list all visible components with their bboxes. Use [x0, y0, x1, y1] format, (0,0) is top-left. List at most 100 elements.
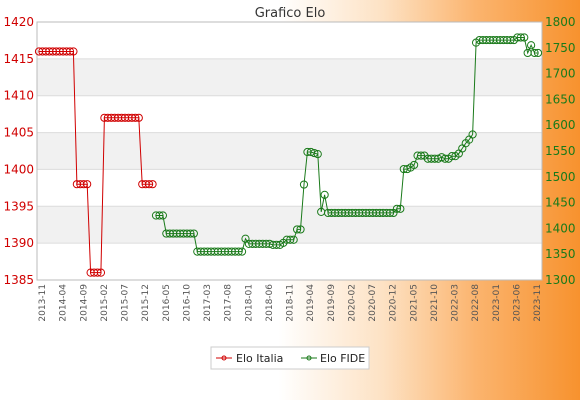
x-tick-label: 2016-10: [182, 284, 192, 322]
left-tick-label: 1400: [3, 162, 34, 176]
data-point: [65, 47, 75, 56]
data-point: [69, 47, 78, 56]
data-point: [530, 48, 539, 58]
data-point: [520, 33, 529, 42]
x-tick-label: 2019-04: [306, 284, 316, 322]
x-tick-label: 2019-09: [327, 284, 337, 322]
data-point: [410, 160, 419, 170]
legend-label-elo-italia: Elo Italia: [236, 352, 283, 365]
x-tick-label: 2015-12: [141, 284, 151, 322]
x-tick-label: 2022-03: [451, 284, 461, 322]
x-tick-label: 2015-02: [100, 284, 110, 322]
data-point: [93, 268, 102, 277]
left-tick-label: 1395: [3, 199, 34, 213]
data-point: [186, 229, 195, 238]
legend-label-elo-fide: Elo FIDE: [320, 352, 365, 365]
grid-band: [37, 58, 542, 96]
right-tick-label: 1700: [545, 67, 576, 81]
data-point: [447, 152, 457, 161]
right-tick-label: 1300: [545, 273, 576, 287]
data-point: [131, 113, 140, 122]
right-axis-ticks: 1300 1350 1400 1450 1500 1550 1600 1650 1700 1750…: [545, 15, 576, 287]
left-tick-label: 1405: [3, 126, 34, 140]
right-tick-label: 1500: [545, 170, 576, 184]
data-point: [96, 268, 106, 277]
series-line: [156, 37, 538, 253]
x-tick-label: 2018-11: [286, 284, 296, 322]
right-tick-label: 1750: [545, 41, 576, 55]
data-point: [296, 225, 305, 234]
data-point: [533, 48, 543, 58]
data-point: [396, 204, 405, 213]
data-point: [134, 113, 143, 122]
data-point: [189, 229, 198, 238]
data-point: [320, 190, 329, 199]
x-tick-label: 2017-08: [224, 284, 234, 322]
data-point: [506, 35, 515, 45]
chart-title: Grafico Elo: [255, 6, 326, 21]
data-point: [237, 247, 247, 256]
data-point: [310, 148, 319, 158]
data-point: [293, 225, 302, 234]
right-tick-label: 1400: [545, 221, 576, 235]
legend-marker-italia: [221, 355, 227, 361]
legend: Elo Italia Elo FIDE: [210, 346, 370, 370]
right-tick-label: 1800: [545, 15, 576, 29]
legend-marker-fide: [306, 355, 312, 361]
left-axis-ticks: 1385 1390 1395 1400 1405 1410 1415 1420: [3, 15, 34, 287]
x-tick-label: 2013-11: [38, 284, 48, 322]
data-point: [416, 151, 426, 160]
data-point: [527, 41, 536, 50]
x-tick-label: 2020-02: [347, 284, 357, 322]
x-tick-label: 2023-01: [492, 284, 502, 322]
left-tick-label: 1415: [3, 52, 34, 66]
data-point: [145, 180, 154, 189]
right-tick-label: 1550: [545, 144, 576, 158]
x-tick-label: 2023-11: [533, 284, 543, 322]
data-point: [440, 154, 450, 163]
x-tick-label: 2021-10: [430, 284, 440, 322]
x-tick-label: 2015-07: [121, 284, 131, 322]
left-tick-label: 1410: [3, 89, 34, 103]
data-point: [155, 211, 164, 220]
data-point: [148, 180, 157, 189]
x-axis-ticks: 2013-11 2014-04 2014-09 2015-02 2015-07 2015-…: [38, 284, 543, 322]
left-tick-label: 1420: [3, 15, 34, 29]
data-point: [158, 211, 167, 220]
left-tick-label: 1390: [3, 236, 34, 250]
series-elo-fide: [151, 33, 543, 256]
x-tick-label: 2018-06: [265, 284, 275, 322]
data-point: [392, 204, 402, 213]
series-line: [39, 51, 153, 274]
data-point: [385, 208, 395, 218]
series-elo-italia: [34, 47, 157, 277]
left-tick-label: 1385: [3, 273, 34, 287]
plot-border: [36, 21, 543, 281]
data-point: [468, 130, 477, 139]
right-tick-label: 1600: [545, 118, 576, 132]
right-tick-label: 1450: [545, 196, 576, 210]
x-tick-label: 2020-07: [368, 284, 378, 322]
data-point: [79, 180, 88, 189]
x-tick-label: 2022-08: [471, 284, 481, 322]
data-point: [299, 180, 309, 189]
x-tick-label: 2023-06: [512, 284, 522, 322]
grid-band: [37, 132, 542, 170]
x-tick-label: 2014-09: [79, 284, 89, 322]
data-point: [313, 149, 322, 159]
data-point: [83, 180, 92, 189]
data-point: [234, 247, 243, 256]
right-tick-label: 1350: [545, 247, 576, 261]
x-tick-label: 2021-05: [409, 284, 419, 322]
data-point: [516, 33, 525, 42]
x-tick-label: 2017-03: [203, 284, 213, 322]
x-tick-label: 2018-01: [244, 284, 254, 322]
legend-box: [210, 346, 370, 370]
x-tick-label: 2014-04: [59, 284, 69, 322]
x-tick-label: 2016-05: [162, 284, 172, 322]
right-tick-label: 1650: [545, 92, 576, 106]
data-point: [286, 235, 295, 244]
data-point: [289, 235, 298, 244]
